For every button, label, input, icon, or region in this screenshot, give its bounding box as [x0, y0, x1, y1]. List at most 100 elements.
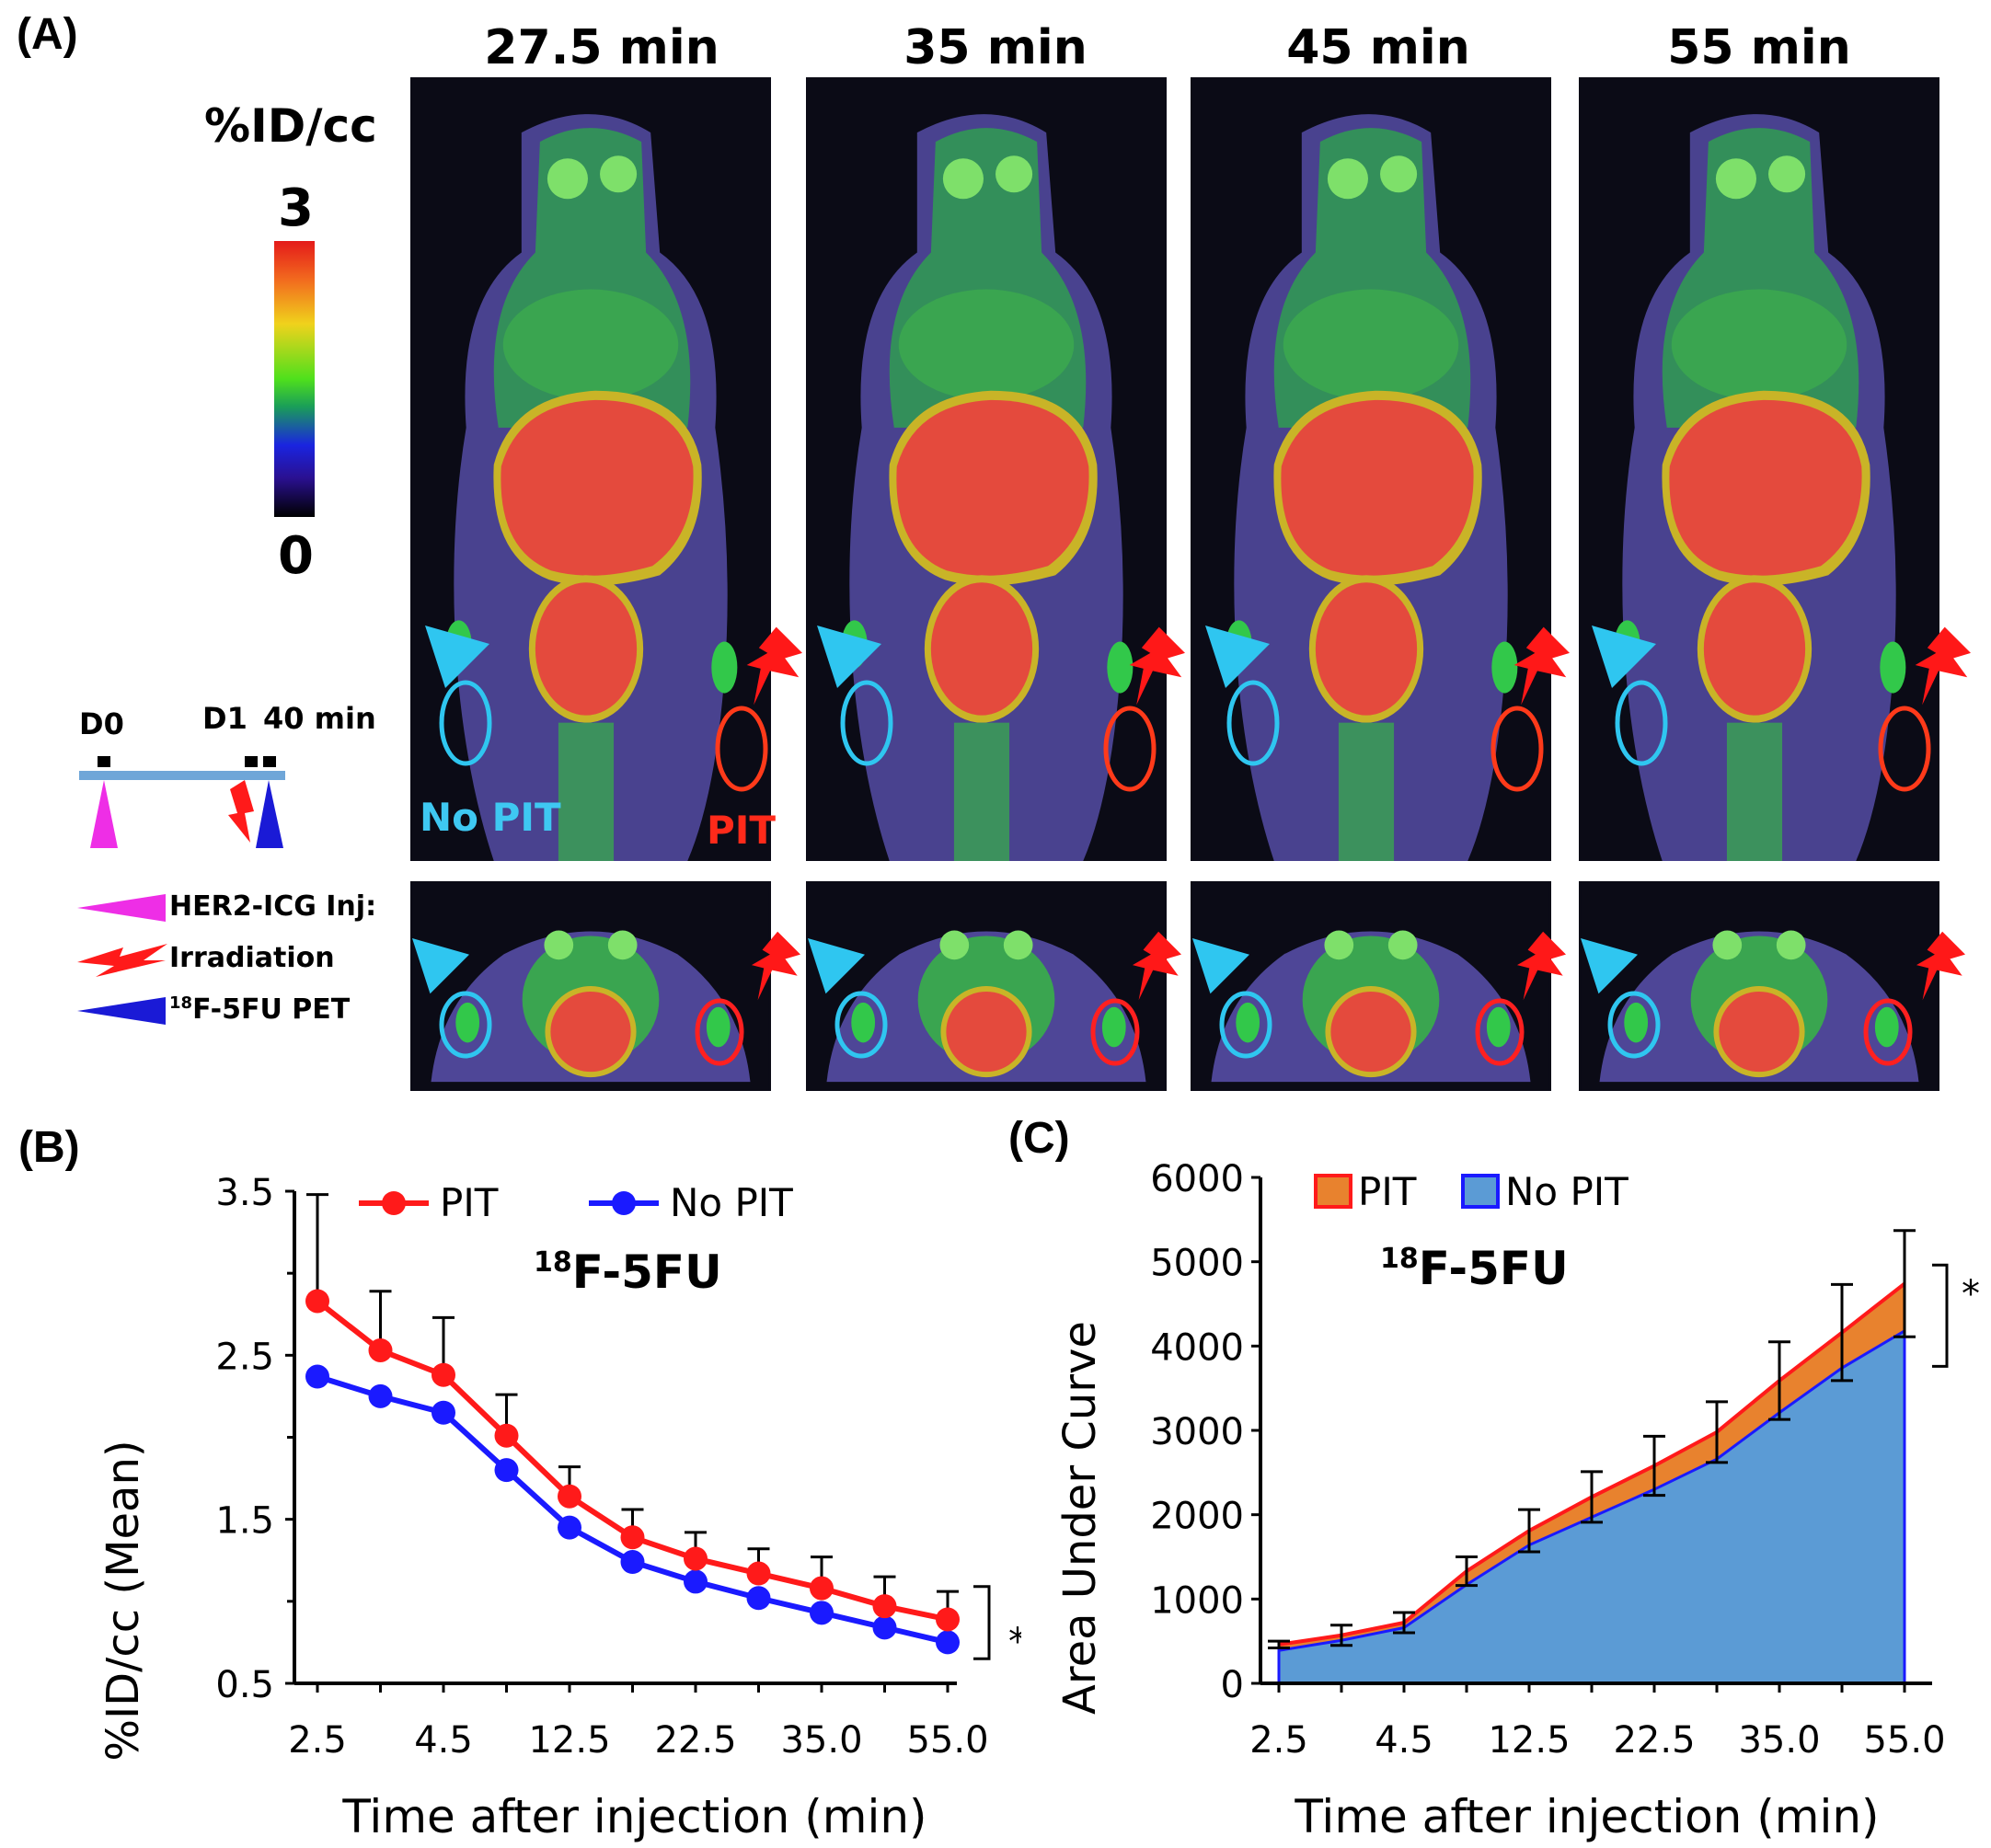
cyan-arrow-icon — [412, 938, 469, 994]
legend-injection: HER2-ICG Inj: — [169, 890, 377, 923]
colorbar-title: %ID/cc — [204, 99, 377, 153]
chart-c-ytick-label: 2000 — [1150, 1496, 1244, 1538]
timeline-d0: D0 — [79, 706, 124, 741]
pet-coronal-4 — [1579, 77, 1939, 861]
legend-pet: 18F-5FU PET — [169, 993, 350, 1026]
chart-b-point-no-pit — [432, 1400, 455, 1425]
chart-c-ytick-label: 5000 — [1150, 1243, 1244, 1285]
chart-c-xtick-label: 55.0 — [1863, 1719, 1945, 1762]
cyan-arrow-icon — [425, 626, 489, 688]
chart-b-ytick-label: 3.5 — [215, 1172, 274, 1214]
chart-b-point-pit — [494, 1423, 519, 1448]
irradiation-bolt-icon — [1132, 931, 1181, 1001]
chart-c-xtick-label: 2.5 — [1249, 1719, 1308, 1762]
chart-c-legend-swatch — [1314, 1174, 1352, 1209]
chart-b-point-no-pit — [810, 1601, 834, 1625]
chart-b-point-pit — [872, 1594, 897, 1619]
chart-b-point-pit — [558, 1484, 581, 1509]
pet-axial-2 — [806, 881, 1167, 1091]
injection-legend-icon — [77, 894, 166, 922]
chart-c: Area Under Curve Time after injection (m… — [1054, 1158, 1980, 1843]
chart-b-point-pit — [432, 1362, 455, 1387]
pit-label: PIT — [707, 808, 777, 853]
chart-c-title: 18F-5FU — [1380, 1242, 1569, 1295]
pet-legend-icon — [77, 997, 166, 1025]
chart-b-title-main: F-5FU — [572, 1245, 722, 1299]
chart-b-xtick-label: 22.5 — [654, 1719, 736, 1762]
timeline-40min: 40 min — [263, 701, 376, 736]
cyan-arrow-icon — [1192, 938, 1249, 994]
timeline-d1: D1 — [202, 701, 247, 736]
irradiation-bolt-icon — [1916, 931, 1965, 1001]
chart-c-legend-swatch — [1461, 1174, 1500, 1209]
chart-b: %ID/cc (Mean) Time after injection (min)… — [98, 1172, 1021, 1843]
irradiation-bolt-icon — [746, 626, 802, 706]
chart-b-xtick-label: 2.5 — [288, 1719, 347, 1762]
time-label-1: 27.5 min — [484, 20, 719, 75]
chart-b-point-pit — [305, 1289, 329, 1314]
chart-b-xtick-label: 12.5 — [528, 1719, 610, 1762]
chart-b-ylabel: %ID/cc (Mean) — [98, 1440, 149, 1761]
chart-b-point-pit — [368, 1337, 393, 1362]
chart-b-xlabel: Time after injection (min) — [341, 1790, 926, 1843]
cyan-arrow-icon — [808, 938, 865, 994]
chart-c-xtick-label: 12.5 — [1488, 1719, 1570, 1762]
chart-b-xtick-label: 4.5 — [414, 1719, 473, 1762]
irradiation-legend-icon — [77, 944, 167, 977]
irradiation-bolt-icon — [1516, 931, 1566, 1001]
chart-b-point-pit — [810, 1576, 834, 1601]
irradiation-bolt-icon — [1129, 626, 1185, 706]
chart-c-ytick-label: 0 — [1221, 1664, 1244, 1706]
chart-c-xtick-label: 35.0 — [1738, 1719, 1820, 1762]
chart-b-point-no-pit — [368, 1383, 393, 1408]
chart-c-title-main: F-5FU — [1419, 1242, 1569, 1295]
chart-c-xtick-label: 22.5 — [1613, 1719, 1695, 1762]
no-pit-label: No PIT — [420, 795, 561, 840]
legend-pet-text: F-5FU PET — [192, 993, 351, 1026]
chart-b-point-pit — [936, 1607, 960, 1632]
colorbar-max-label: 3 — [278, 178, 314, 238]
chart-c-title-sup: 18 — [1380, 1243, 1419, 1275]
colorbar — [274, 241, 315, 517]
chart-c-ytick-label: 3000 — [1150, 1411, 1244, 1453]
chart-b-point-no-pit — [620, 1550, 645, 1575]
colorbar-min-label: 0 — [278, 526, 314, 586]
cyan-arrow-icon — [1205, 626, 1270, 688]
cyan-arrow-icon — [1592, 626, 1656, 688]
legend-irradiation: Irradiation — [169, 942, 335, 974]
pet-axial-3 — [1191, 881, 1551, 1091]
panel-c-label: (C) — [1008, 1114, 1070, 1163]
pet-coronal-3 — [1191, 77, 1551, 861]
chart-b-title: 18F-5FU — [534, 1245, 722, 1299]
irradiation-bolt-icon — [1915, 626, 1971, 706]
chart-b-legend-marker — [382, 1191, 406, 1215]
chart-b-point-no-pit — [558, 1515, 581, 1540]
chart-b-point-no-pit — [305, 1364, 329, 1389]
chart-c-xlabel: Time after injection (min) — [1294, 1790, 1879, 1843]
chart-b-point-no-pit — [494, 1458, 519, 1483]
irradiation-bolt-icon — [751, 931, 800, 1001]
pet-axial-4 — [1579, 881, 1939, 1091]
chart-b-point-no-pit — [746, 1586, 771, 1611]
chart-c-ytick-label: 1000 — [1150, 1579, 1244, 1622]
chart-b-point-pit — [746, 1561, 771, 1586]
cyan-arrow-icon — [1581, 938, 1638, 994]
chart-b-ytick-label: 2.5 — [215, 1336, 274, 1378]
chart-c-legend-label: No PIT — [1505, 1169, 1628, 1214]
chart-b-significance: * — [1008, 1621, 1021, 1663]
pet-axial-1 — [410, 881, 771, 1091]
chart-b-point-pit — [684, 1546, 708, 1571]
chart-c-significance-bracket — [1932, 1263, 1949, 1368]
chart-b-ytick-label: 0.5 — [215, 1664, 274, 1706]
panel-a-label: (A) — [17, 10, 78, 59]
chart-b-ytick-label: 1.5 — [215, 1500, 274, 1543]
time-label-3: 45 min — [1286, 20, 1470, 75]
chart-b-point-no-pit — [684, 1569, 708, 1594]
chart-b-point-no-pit — [936, 1630, 960, 1655]
chart-b-legend-label: PIT — [440, 1180, 499, 1225]
chart-c-significance: * — [1962, 1273, 1980, 1315]
chart-b-point-pit — [620, 1525, 645, 1550]
panel-b-label: (B) — [18, 1123, 80, 1172]
pet-coronal-2 — [806, 77, 1167, 861]
chart-b-xtick-label: 35.0 — [780, 1719, 862, 1762]
